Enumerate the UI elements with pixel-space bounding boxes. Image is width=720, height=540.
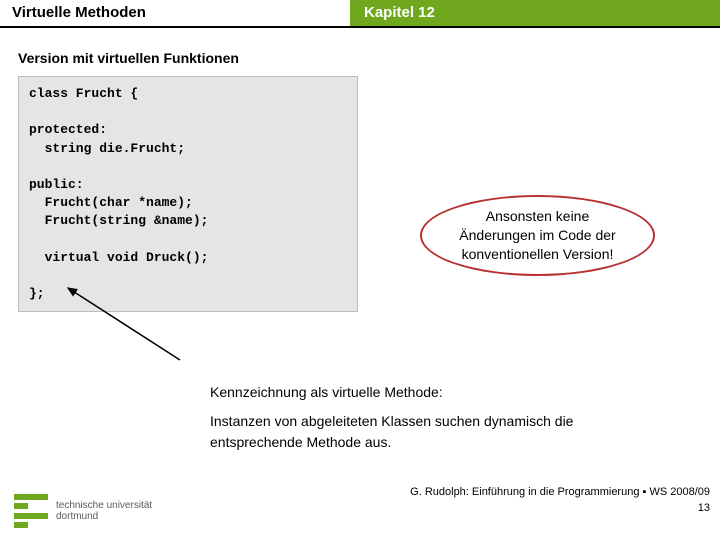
callout-ellipse: Ansonsten keine Änderungen im Code der k… [420, 195, 655, 276]
footer-page-number: 13 [698, 502, 710, 514]
tu-logo-text: technische universität dortmund [56, 500, 152, 522]
section-title: Version mit virtuellen Funktionen [18, 50, 720, 66]
callout-line: Änderungen im Code der [438, 226, 637, 245]
explanation-line: Kennzeichnung als virtuelle Methode: [210, 382, 630, 403]
callout-line: konventionellen Version! [438, 245, 637, 264]
tu-logo-mark-icon [14, 494, 48, 528]
explanation-line: Instanzen von abgeleiteten Klassen suche… [210, 411, 630, 453]
footer-citation: G. Rudolph: Einführung in die Programmie… [410, 486, 710, 498]
callout-line: Ansonsten keine [438, 207, 637, 226]
code-block: class Frucht { protected: string die.Fru… [18, 76, 358, 312]
explanation-block: Kennzeichnung als virtuelle Methode: Ins… [210, 382, 630, 453]
tu-text-line: dortmund [56, 511, 152, 522]
tu-dortmund-logo: technische universität dortmund [14, 494, 152, 528]
slide-header: Virtuelle Methoden Kapitel 12 [0, 0, 720, 28]
tu-text-line: technische universität [56, 500, 152, 511]
header-title-left: Virtuelle Methoden [0, 0, 350, 28]
header-title-right: Kapitel 12 [350, 0, 720, 28]
